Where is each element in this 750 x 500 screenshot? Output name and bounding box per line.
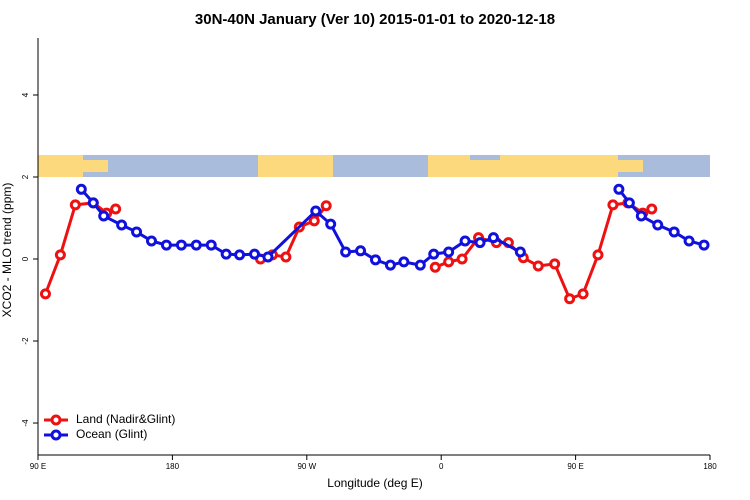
point — [69, 199, 81, 211]
point — [205, 239, 217, 251]
map-strip — [38, 155, 710, 177]
point — [75, 183, 87, 195]
x-tick-label: 0 — [439, 462, 444, 471]
point — [577, 288, 589, 300]
point — [340, 246, 352, 258]
legend-label: Land (Nadir&Glint) — [76, 412, 175, 426]
point — [607, 199, 619, 211]
point — [39, 288, 51, 300]
point — [116, 219, 128, 231]
point — [87, 197, 99, 209]
y-tick-label: 4 — [21, 92, 30, 97]
point — [456, 253, 468, 265]
point — [398, 256, 410, 268]
point — [280, 251, 292, 263]
legend-marker — [50, 429, 62, 441]
x-tick-label: 180 — [703, 462, 717, 471]
point — [98, 210, 110, 222]
point — [514, 246, 526, 258]
point — [652, 219, 664, 231]
point — [443, 246, 455, 258]
point — [592, 249, 604, 261]
y-tick-label: 2 — [21, 174, 30, 179]
point — [308, 215, 320, 227]
x-tick-label: 90 E — [567, 462, 583, 471]
point — [428, 248, 440, 260]
point — [234, 249, 246, 261]
point — [623, 197, 635, 209]
point — [249, 248, 261, 260]
point — [190, 239, 202, 251]
point — [145, 235, 157, 247]
point — [474, 237, 486, 249]
legend-marker — [50, 414, 62, 426]
point — [175, 239, 187, 251]
point — [564, 293, 576, 305]
point — [310, 205, 322, 217]
point — [355, 245, 367, 257]
point — [220, 248, 232, 260]
y-axis-label: XCO2 - MLO trend (ppm) — [0, 183, 14, 318]
point — [646, 203, 658, 215]
x-tick-label: 90 W — [297, 462, 316, 471]
point — [613, 183, 625, 195]
point — [683, 235, 695, 247]
point — [698, 239, 710, 251]
point — [320, 200, 332, 212]
point — [54, 249, 66, 261]
y-tick-label: -4 — [21, 419, 30, 427]
point — [262, 251, 274, 263]
point — [443, 256, 455, 268]
x-tick-label: 90 E — [30, 462, 46, 471]
x-tick-label: 180 — [166, 462, 180, 471]
point — [325, 218, 337, 230]
y-tick-label: -2 — [21, 337, 30, 345]
chart-title: 30N-40N January (Ver 10) 2015-01-01 to 2… — [195, 11, 555, 28]
x-axis-label: Longitude (deg E) — [327, 476, 422, 490]
point — [369, 254, 381, 266]
point — [110, 203, 122, 215]
point — [414, 259, 426, 271]
point — [131, 226, 143, 238]
point — [668, 226, 680, 238]
legend-label: Ocean (Glint) — [76, 427, 147, 441]
point — [459, 235, 471, 247]
point — [532, 260, 544, 272]
point — [429, 261, 441, 273]
point — [487, 232, 499, 244]
point — [384, 259, 396, 271]
point — [635, 210, 647, 222]
y-tick-label: 0 — [21, 256, 30, 261]
point — [160, 239, 172, 251]
point — [549, 258, 561, 270]
